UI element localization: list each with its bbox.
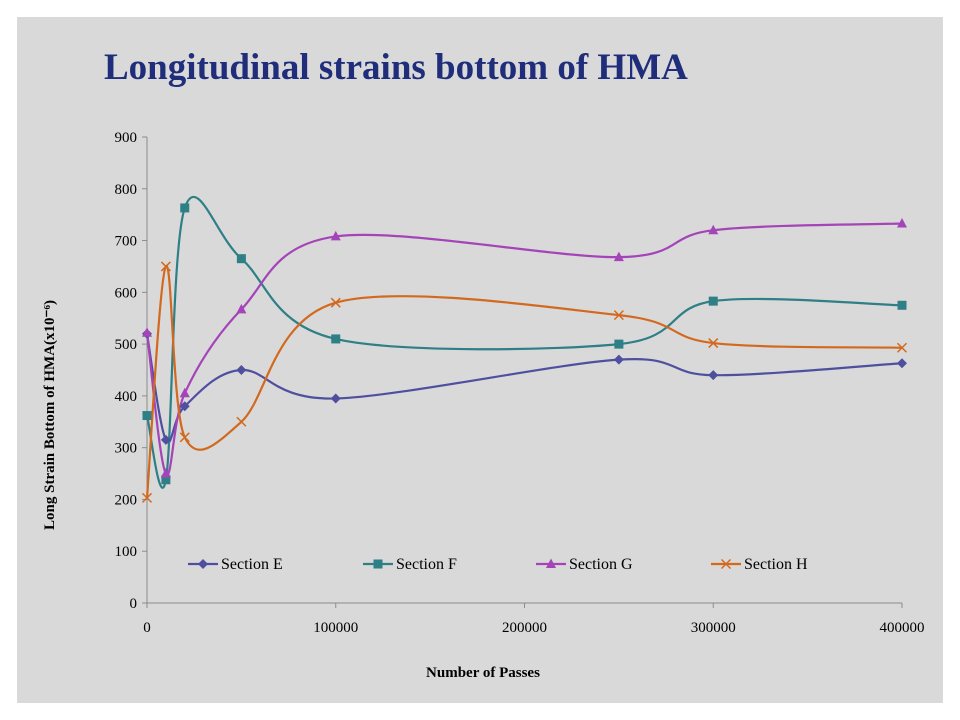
legend-label: Section E [221, 556, 283, 573]
section-f-point [142, 411, 152, 421]
y-tick-label: 800 [115, 182, 138, 198]
section-f-point [236, 254, 246, 264]
section-g-point [708, 224, 719, 235]
legend-item-section-g: Section G [536, 556, 633, 573]
legend-item-section-e: Section E [188, 556, 283, 573]
section-h-point [236, 416, 247, 427]
marker-stroke [708, 338, 719, 349]
section-f-point [897, 300, 907, 310]
marker-stroke [141, 492, 153, 503]
section-f-point [331, 334, 341, 344]
legend-item-section-f: Section F [363, 556, 457, 573]
y-tick-label: 0 [130, 596, 138, 612]
section-e-point [897, 358, 907, 369]
section-g-point [160, 468, 171, 478]
marker-stroke [160, 261, 171, 272]
axes: 0 100 200 300 400 500 600 700 800 900 0 100000 20000… [115, 130, 925, 636]
marker-stroke [720, 558, 732, 570]
y-tick-label: 300 [115, 441, 138, 457]
section-g-point [613, 251, 624, 262]
chart-title: Longitudinal strains bottom of HMA [104, 47, 688, 88]
section-h-point [330, 297, 341, 308]
marker-stroke [330, 297, 341, 308]
y-tick-label: 200 [115, 492, 138, 508]
section-g-point [236, 303, 247, 314]
legend-item-section-h: Section H [711, 556, 808, 573]
marker-stroke [896, 342, 908, 353]
section-e-point [330, 393, 341, 404]
section-g-point [179, 387, 190, 398]
section-g-point [142, 327, 152, 337]
marker-stroke [236, 416, 247, 427]
section-h-point [708, 338, 719, 349]
section-e-point [708, 370, 719, 381]
x-axis-title: Number of Passes [426, 665, 540, 681]
section-f-line [145, 196, 903, 489]
legend-swatch-marker [720, 558, 732, 570]
y-tick-label: 700 [115, 234, 138, 250]
section-g-point [330, 230, 341, 241]
y-tick-label: 500 [115, 337, 138, 353]
section-h-point [141, 492, 153, 503]
section-h-point [896, 342, 908, 353]
x-tick-label: 400000 [880, 620, 925, 636]
section-h-point [160, 261, 171, 272]
section-f-point [614, 339, 624, 349]
x-tick-label: 0 [143, 620, 151, 636]
x-tick-label: 100000 [313, 620, 358, 636]
legend-label: Section H [744, 556, 808, 573]
legend-label: Section G [569, 556, 633, 573]
section-f-point [180, 203, 190, 213]
section-e-point [613, 354, 624, 365]
y-tick-label: 100 [115, 544, 138, 560]
section-e-point [160, 434, 171, 445]
legend-swatch-marker [373, 559, 383, 569]
legend: Section E Section F Section G Section H [188, 556, 808, 573]
x-tick-label: 200000 [502, 620, 547, 636]
section-f-point [708, 296, 718, 306]
y-tick-label: 400 [115, 389, 138, 405]
section-h-point [613, 310, 624, 321]
marker-stroke [613, 310, 624, 321]
series-lines [145, 196, 903, 498]
section-h-point [179, 432, 190, 443]
legend-label: Section F [396, 556, 457, 573]
y-tick-label: 600 [115, 285, 138, 301]
section-f-point [161, 475, 171, 485]
section-h-line [145, 265, 903, 498]
legend-swatch-marker [198, 559, 208, 569]
x-tick-label: 300000 [691, 620, 736, 636]
section-e-point [179, 401, 190, 412]
series-markers [141, 203, 908, 503]
y-tick-label: 900 [115, 130, 138, 146]
y-axis-title: Long Strain Bottom of HMA(x10⁻⁶) [42, 300, 58, 530]
marker-stroke [179, 432, 190, 443]
legend-swatch-marker [546, 558, 556, 568]
section-e-point [236, 365, 247, 375]
section-g-point [897, 217, 907, 228]
